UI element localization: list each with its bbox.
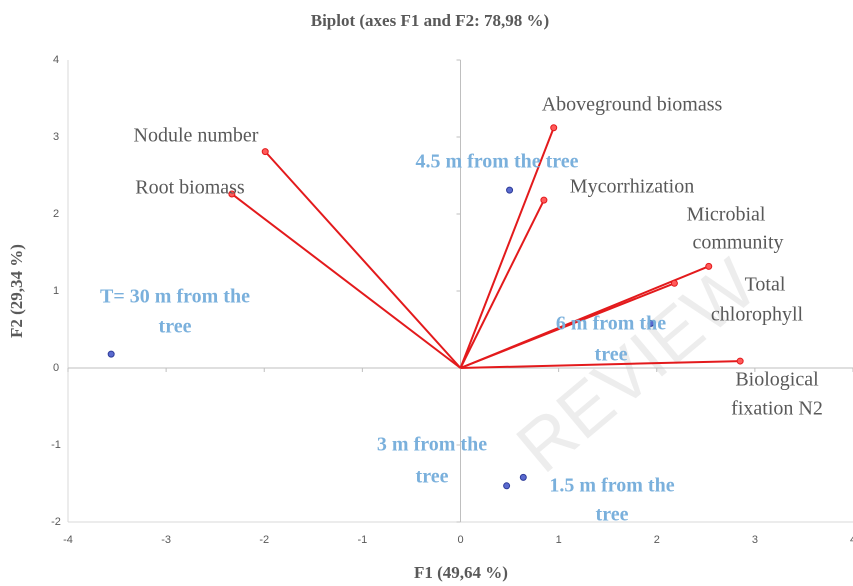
observation-label: 1.5 m from the: [549, 475, 674, 497]
y-tick-label: -2: [51, 516, 61, 528]
observation: [506, 186, 514, 194]
vector: [460, 282, 675, 369]
vector-label: community: [692, 232, 783, 254]
y-tick-label: 4: [53, 54, 59, 66]
observation: [503, 482, 511, 490]
y-axis-label: F2 (29,34 %): [7, 244, 26, 338]
chart-title: Biplot (axes F1 and F2: 78,98 %): [311, 11, 549, 30]
observation-label: T= 30 m from the: [100, 286, 250, 308]
x-tick-label: -1: [357, 534, 367, 546]
vector-label: chlorophyll: [711, 304, 804, 326]
y-tick-label: 3: [53, 131, 59, 143]
observation-label: tree: [596, 504, 629, 526]
x-tick-label: 0: [457, 534, 463, 546]
vector-end: [736, 357, 744, 365]
vector: [460, 360, 741, 369]
vector: [231, 193, 462, 369]
observation-label: 6 m from the: [556, 313, 666, 335]
vector-label: Microbial: [687, 204, 766, 226]
observation: [647, 319, 655, 327]
observation-label: 3 m from the: [377, 434, 487, 456]
x-tick-label: 2: [654, 534, 660, 546]
observation: [519, 473, 527, 481]
vector: [459, 199, 545, 369]
observation-label: tree: [595, 344, 628, 366]
vector-label: Root biomass: [135, 177, 245, 199]
observation-label: tree: [416, 466, 449, 488]
vector-end: [550, 124, 558, 132]
x-tick-label: -2: [259, 534, 269, 546]
observation: [107, 350, 115, 358]
vector-end: [670, 279, 678, 287]
vector-label: Total: [745, 274, 786, 296]
vector-label: Biological: [735, 369, 819, 391]
x-tick-label: -3: [161, 534, 171, 546]
vector-label: fixation N2: [731, 398, 823, 420]
vector-label: Aboveground biomass: [542, 94, 723, 116]
vector-end: [705, 262, 713, 270]
vector-label: Mycorrhization: [570, 176, 694, 198]
y-tick-label: -1: [51, 439, 61, 451]
vector-end: [228, 190, 236, 198]
vector-end: [261, 148, 269, 156]
vector: [264, 150, 462, 369]
x-tick-label: 3: [752, 534, 758, 546]
y-tick-label: 1: [53, 285, 59, 297]
x-tick-label: 1: [556, 534, 562, 546]
vector-end: [540, 196, 548, 204]
observation-label: 4.5 m from the tree: [415, 151, 578, 173]
x-tick-label: -4: [63, 534, 73, 546]
vector: [459, 127, 555, 369]
x-tick-label: 4: [850, 534, 853, 546]
y-tick-label: 0: [53, 362, 59, 374]
y-tick-label: 2: [53, 208, 59, 220]
observation-label: tree: [159, 316, 192, 338]
vector-label: Nodule number: [134, 125, 259, 147]
x-axis-label: F1 (49,64 %): [414, 563, 508, 582]
